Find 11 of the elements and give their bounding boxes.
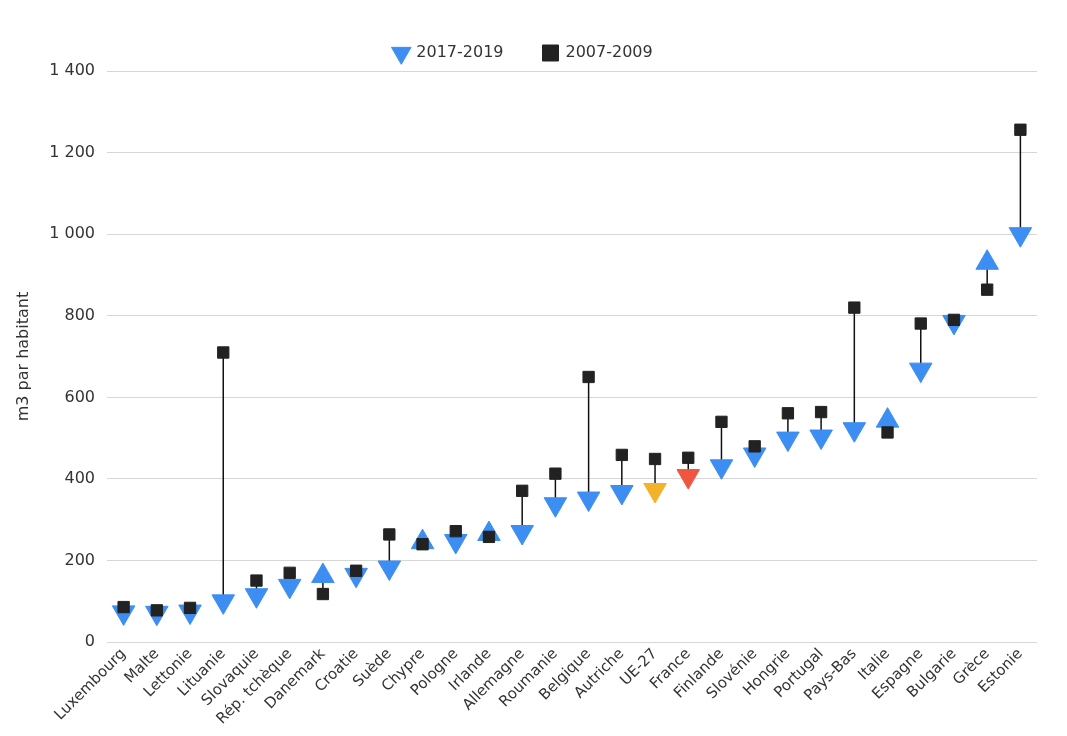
y-tick-label: 400 — [64, 468, 95, 488]
legend-label: 2007-2009 — [565, 42, 653, 62]
y-tick-label: 200 — [64, 549, 95, 569]
y-tick-label: 1 400 — [49, 60, 95, 80]
y-tick-label: 1 000 — [49, 223, 95, 243]
y-tick-label: 600 — [64, 386, 95, 406]
y-tick-label: 0 — [84, 631, 95, 651]
y-tick-label: 1 200 — [49, 141, 95, 161]
y-axis-title: m3 par habitant — [12, 291, 32, 422]
y-tick-label: 800 — [64, 304, 95, 324]
legend-label: 2017-2019 — [416, 42, 504, 62]
